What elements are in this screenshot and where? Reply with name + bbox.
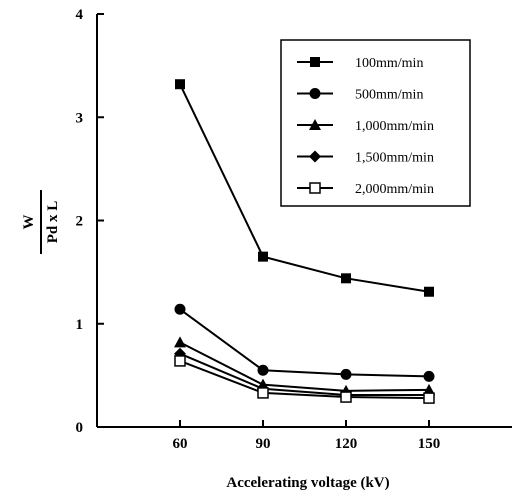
legend-item: 2,000mm/min [297, 182, 434, 197]
legend-item: 500mm/min [297, 88, 423, 103]
x-axis-title: Accelerating voltage (kV) [226, 475, 389, 491]
series-4 [174, 355, 435, 404]
series-line [179, 308, 430, 378]
legend-item: 1,000mm/min [297, 119, 434, 134]
x-tick-label: 90 [256, 436, 271, 452]
marker-open-square [423, 392, 435, 404]
marker-filled-circle [423, 370, 435, 382]
y-axis-title-numerator: W [21, 215, 37, 230]
series-2 [174, 336, 435, 396]
marker-filled-diamond [309, 150, 321, 163]
y-axis-title-denominator: Pd x L [45, 201, 61, 244]
legend-label: 1,000mm/min [355, 119, 434, 134]
y-tick-label: 1 [76, 317, 84, 333]
series-line [179, 352, 429, 396]
series-line [179, 341, 430, 392]
y-tick-label: 3 [76, 110, 84, 126]
legend-label: 2,000mm/min [355, 182, 434, 197]
legend-item: 100mm/min [297, 56, 423, 71]
marker-filled-square [424, 286, 434, 297]
y-tick-label: 2 [76, 214, 84, 230]
marker-filled-square [341, 273, 351, 284]
marker-open-square [174, 355, 186, 367]
x-tick-label: 150 [418, 436, 441, 452]
x-tick-label: 60 [173, 436, 188, 452]
marker-open-square [257, 387, 269, 399]
legend-box [280, 39, 471, 207]
x-tick-label: 120 [335, 436, 358, 452]
marker-filled-circle [309, 88, 321, 99]
chart-legend: 100mm/min 500mm/min 1,000mm/min 1,500mm/min… [280, 39, 471, 207]
y-tick-label: 4 [76, 7, 84, 23]
marker-filled-circle [174, 303, 186, 315]
y-axis-title: W Pd x L [21, 190, 61, 254]
marker-filled-circle [257, 364, 269, 376]
legend-label: 500mm/min [355, 88, 423, 103]
marker-filled-circle [340, 368, 352, 380]
series-1 [174, 303, 435, 382]
marker-filled-triangle [174, 336, 186, 348]
legend-label: 1,500mm/min [355, 151, 434, 166]
chart-ticks: 60 90 120 150 0 1 2 3 4 [76, 7, 441, 452]
y-tick-label: 0 [76, 420, 84, 436]
marker-open-square [309, 182, 321, 194]
series-0 [175, 79, 434, 297]
legend-item: 1,500mm/min [297, 150, 434, 166]
legend-label: 100mm/min [355, 56, 423, 71]
marker-open-square [340, 391, 352, 403]
marker-filled-square [258, 251, 268, 262]
marker-filled-square [175, 79, 185, 90]
marker-filled-square [310, 57, 320, 67]
chart-series [174, 79, 435, 404]
series-line [179, 83, 430, 293]
series-line [179, 359, 430, 400]
marker-filled-triangle [309, 119, 321, 130]
